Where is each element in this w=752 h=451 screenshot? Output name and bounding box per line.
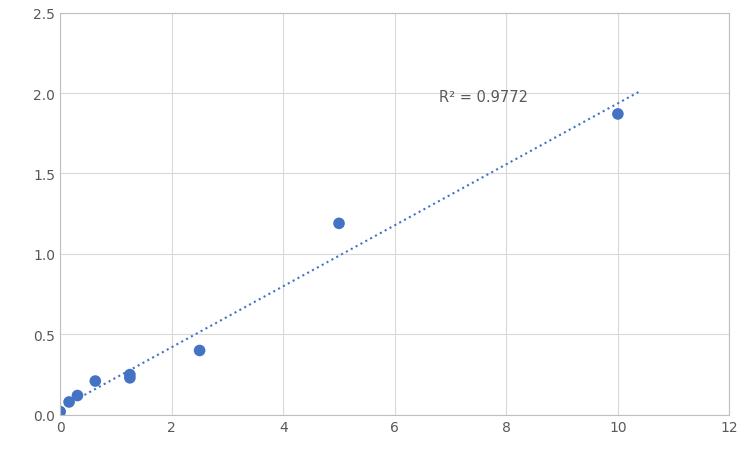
Point bbox=[89, 377, 102, 385]
Text: R² = 0.9772: R² = 0.9772 bbox=[439, 90, 529, 105]
Point bbox=[333, 220, 345, 227]
Point bbox=[124, 371, 136, 378]
Point bbox=[124, 374, 136, 382]
Point bbox=[612, 111, 624, 118]
Point bbox=[71, 392, 83, 399]
Point bbox=[193, 347, 205, 354]
Point bbox=[63, 399, 75, 406]
Point bbox=[54, 408, 66, 415]
